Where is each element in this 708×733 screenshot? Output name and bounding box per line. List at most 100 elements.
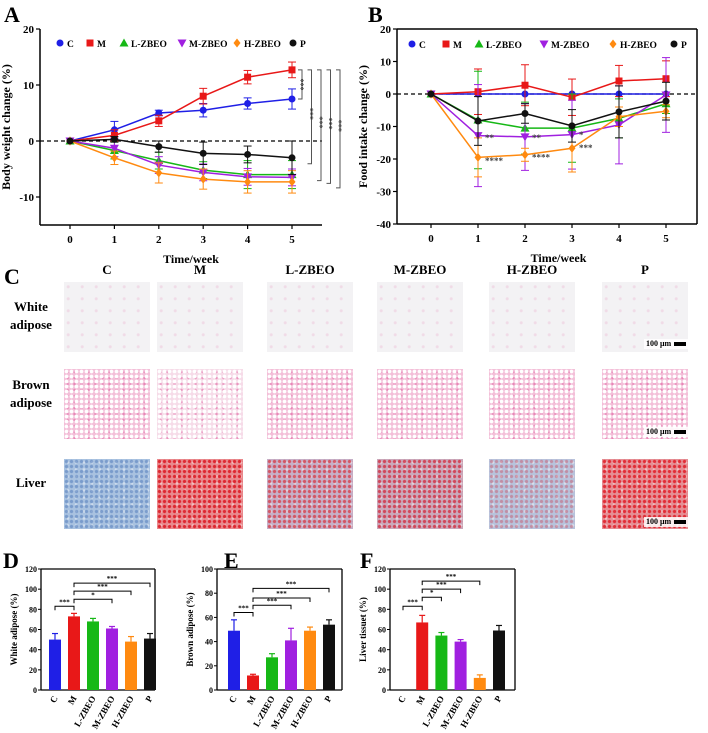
legend-marker-l-zbeo (474, 39, 484, 48)
column-label-h-zbeo: H-ZBEO (506, 262, 558, 277)
data-point-h-zbeo (568, 143, 576, 153)
data-point-p (244, 150, 252, 158)
significance-bracket (421, 596, 442, 602)
significance-bracket (252, 587, 330, 593)
significance-bracket (326, 69, 331, 184)
significance-label: *** (59, 598, 70, 606)
histology-image-liver-m (157, 459, 243, 529)
y-tick-label: 40 (205, 638, 213, 647)
legend-label-c: C (419, 41, 426, 51)
histology-image-brown-adipose-h-zbeo (489, 369, 575, 439)
histology-image-white-adipose-c (64, 282, 150, 352)
series-line-m-zbeo (430, 93, 667, 138)
legend-marker-h-zbeo (609, 39, 617, 49)
y-axis-label: Liver tissuet (%) (358, 597, 368, 662)
data-point-c (288, 95, 296, 103)
significance-bracket (252, 604, 292, 610)
panel-label-c: C (4, 264, 20, 289)
row-label-line: adipose (10, 317, 52, 332)
y-tick-label: 100 (201, 565, 213, 574)
significance-label: *** (579, 143, 593, 153)
y-axis-label: Brown adipose (%) (185, 592, 195, 666)
bar-h-zbeo (125, 641, 137, 690)
y-tick-label: 120 (25, 565, 37, 574)
data-point-h-zbeo (155, 168, 163, 178)
significance-bracket (298, 69, 303, 100)
data-point-c (199, 106, 207, 114)
significance-bracket (317, 69, 322, 182)
significance-label: ** (485, 133, 495, 143)
row-label-line: Liver (15, 475, 47, 490)
legend-label-l-zbeo: L-ZBEO (486, 41, 522, 51)
series-line-l-zbeo (69, 140, 292, 176)
series-line-m (69, 69, 293, 142)
x-tick-label: 4 (245, 234, 251, 246)
x-axis-label: Time/week (531, 251, 587, 265)
panel-label-d: D (3, 548, 19, 573)
y-axis-label: Body weight change (%) (0, 64, 13, 190)
x-tick-label: C (227, 694, 239, 705)
column-label-c: C (102, 262, 112, 277)
y-tick-label: 20 (380, 24, 392, 36)
x-tick-label: 1 (112, 234, 118, 246)
significance-bracket (233, 612, 254, 617)
bar-m-zbeo (106, 628, 118, 690)
x-tick-label: 2 (156, 234, 162, 246)
data-point-h-zbeo (110, 153, 118, 163)
data-point-p (662, 97, 670, 105)
data-point-h-zbeo (521, 150, 529, 160)
data-point-m (155, 117, 163, 125)
x-tick-label: 3 (569, 233, 575, 245)
histology-image-brown-adipose-l-zbeo (267, 369, 353, 439)
significance-label: *** (407, 598, 418, 606)
data-point-h-zbeo (244, 177, 252, 187)
data-point-p (427, 90, 435, 98)
bar-c (228, 630, 240, 690)
significance-label: *** (337, 120, 346, 132)
significance-label: *** (299, 78, 308, 90)
bar-l-zbeo (266, 657, 278, 690)
data-point-m (244, 73, 252, 81)
bar-l-zbeo (87, 621, 99, 690)
data-point-m (521, 81, 529, 89)
legend-marker-h-zbeo (233, 38, 241, 48)
scale-bar-label: 100 μm (646, 427, 672, 436)
x-axis-label: Time/week (163, 252, 219, 266)
bar-m-zbeo (454, 641, 467, 690)
y-tick-label: 20 (29, 666, 37, 675)
data-point-m (288, 66, 296, 74)
x-tick-label: 0 (428, 233, 434, 245)
column-label-m-zbeo: M-ZBEO (393, 262, 447, 277)
y-tick-label: 0 (209, 686, 213, 695)
legend-marker-m (442, 40, 450, 48)
histology-image-white-adipose-m (157, 282, 243, 352)
x-tick-label: C (396, 694, 408, 705)
y-tick-label: 60 (205, 613, 213, 622)
x-tick-label: C (48, 694, 60, 705)
legend-label-m-zbeo: M-ZBEO (189, 40, 228, 50)
x-tick-label: 4 (616, 233, 622, 245)
y-tick-label: 40 (378, 646, 386, 655)
data-point-h-zbeo (288, 177, 296, 187)
legend-label-l-zbeo: L-ZBEO (131, 40, 167, 50)
x-tick-label: 5 (663, 233, 669, 245)
bar-p (493, 630, 505, 690)
significance-label: *** (446, 573, 457, 581)
significance-bracket (307, 69, 312, 165)
significance-label: * (430, 589, 434, 597)
legend-marker-m-zbeo (539, 40, 549, 49)
legend-marker-p (289, 39, 297, 47)
column-label-p: P (641, 262, 649, 277)
panel-label-b: B (368, 2, 383, 27)
legend-marker-m-zbeo (177, 39, 187, 48)
histology-image-brown-adipose-m-zbeo (377, 369, 463, 439)
significance-label: *** (309, 108, 318, 120)
y-tick-label: 80 (378, 605, 386, 614)
bar-m (416, 622, 429, 690)
data-point-p (615, 108, 623, 116)
legend-marker-m (86, 39, 94, 47)
significance-label: **** (532, 153, 551, 163)
